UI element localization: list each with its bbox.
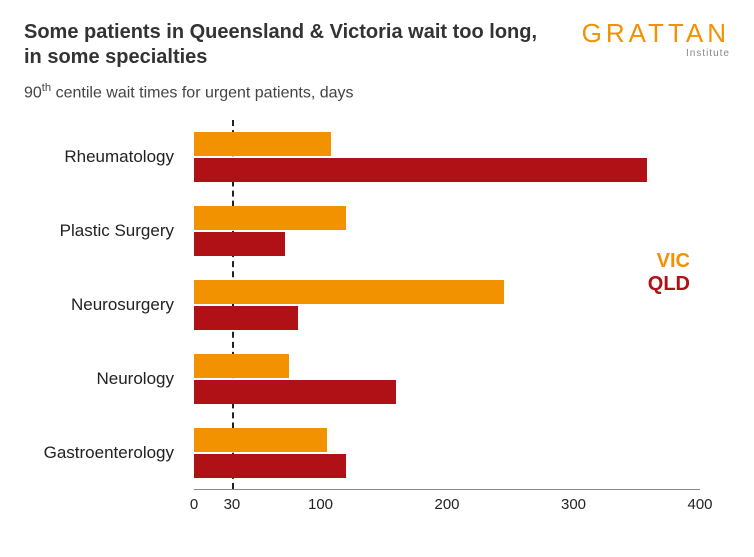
category-label: Gastroenterology: [24, 443, 184, 463]
legend: VIC QLD: [648, 250, 690, 296]
bar-vic: [194, 206, 346, 230]
category-label: Neurosurgery: [24, 295, 184, 315]
chart-row: Gastroenterology: [194, 416, 700, 490]
chart: RheumatologyPlastic SurgeryNeurosurgeryN…: [24, 120, 730, 520]
x-tick: 30: [224, 496, 241, 513]
category-label: Neurology: [24, 369, 184, 389]
bar-vic: [194, 354, 289, 378]
chart-row: Rheumatology: [194, 120, 700, 194]
chart-row: Neurosurgery: [194, 268, 700, 342]
bar-qld: [194, 380, 396, 404]
category-label: Rheumatology: [24, 147, 184, 167]
logo-main: GRATTAN: [582, 20, 730, 46]
bar-qld: [194, 232, 285, 256]
legend-qld: QLD: [648, 273, 690, 296]
x-tick: 400: [687, 496, 712, 513]
legend-vic: VIC: [648, 250, 690, 273]
bar-vic: [194, 280, 504, 304]
plot-area: RheumatologyPlastic SurgeryNeurosurgeryN…: [194, 120, 700, 490]
x-axis: 030100200300400: [194, 490, 700, 520]
category-label: Plastic Surgery: [24, 221, 184, 241]
x-tick: 200: [434, 496, 459, 513]
chart-row: Plastic Surgery: [194, 194, 700, 268]
chart-subtitle: 90th centile wait times for urgent patie…: [24, 82, 730, 102]
bar-qld: [194, 454, 346, 478]
bar-qld: [194, 306, 298, 330]
logo-sub: Institute: [582, 48, 730, 59]
chart-row: Neurology: [194, 342, 700, 416]
chart-title: Some patients in Queensland & Victoria w…: [24, 20, 544, 70]
logo: GRATTAN Institute: [582, 20, 730, 59]
x-tick: 0: [190, 496, 198, 513]
bar-vic: [194, 132, 331, 156]
x-tick: 300: [561, 496, 586, 513]
bar-vic: [194, 428, 327, 452]
bar-qld: [194, 158, 647, 182]
x-tick: 100: [308, 496, 333, 513]
